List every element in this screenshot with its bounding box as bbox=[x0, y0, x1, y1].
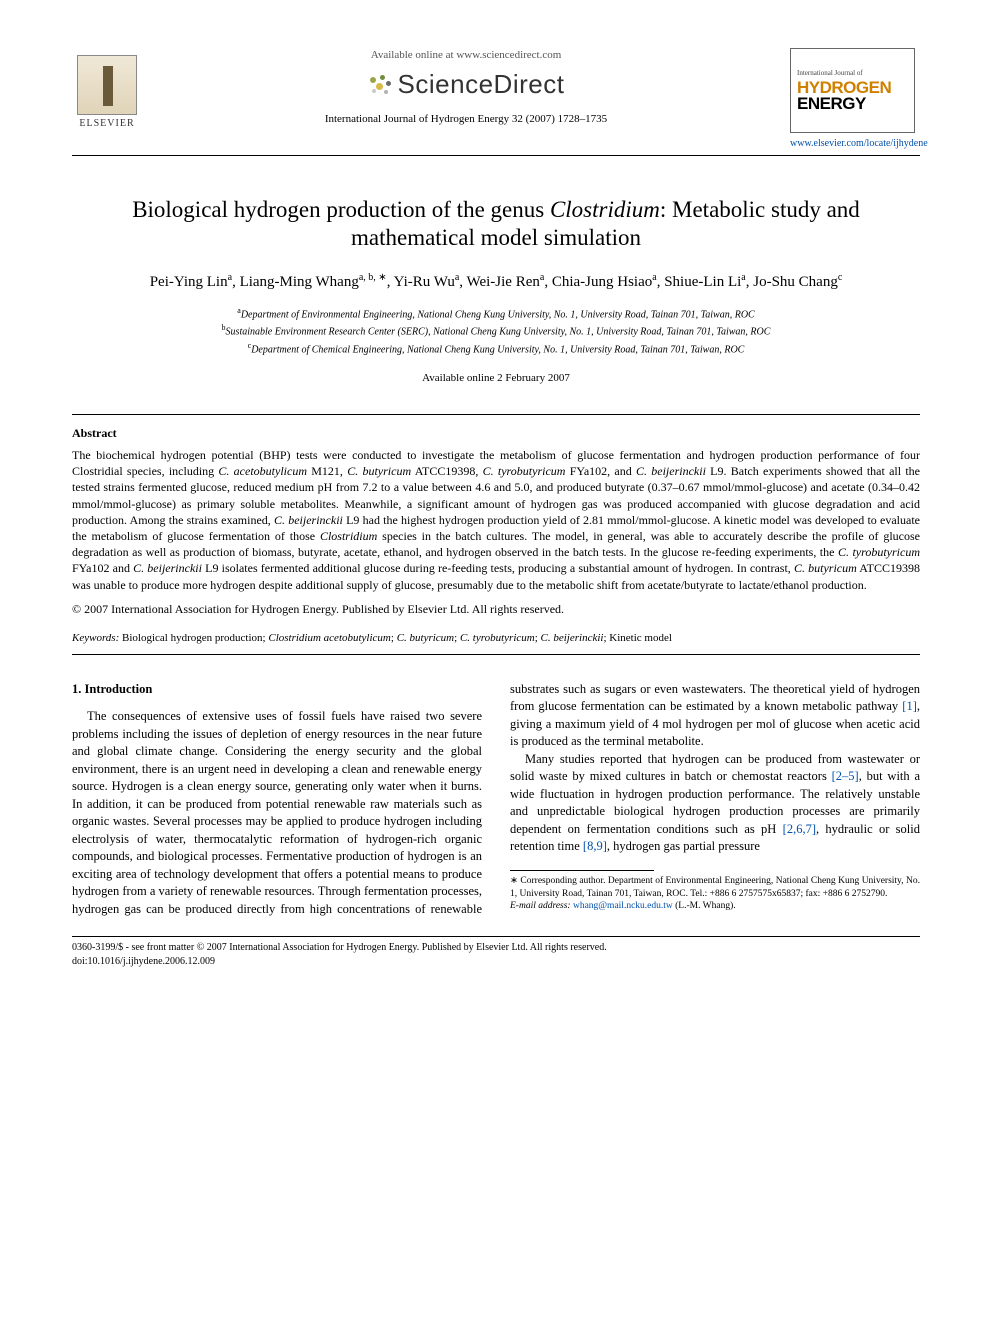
abstract-heading: Abstract bbox=[72, 425, 920, 441]
keywords-label: Keywords: bbox=[72, 632, 119, 644]
intro-para-2: Many studies reported that hydrogen can … bbox=[510, 751, 920, 856]
abstract-top-rule bbox=[72, 414, 920, 415]
keywords: Keywords: Biological hydrogen production… bbox=[72, 631, 920, 646]
footnote-block: ∗ Corresponding author. Department of En… bbox=[510, 870, 920, 913]
email-name: (L.-M. Whang). bbox=[673, 901, 736, 911]
title-pre: Biological hydrogen production of the ge… bbox=[132, 197, 550, 222]
footer-meta: 0360-3199/$ - see front matter © 2007 In… bbox=[72, 941, 920, 969]
cover-box: International Journal of HYDROGEN ENERGY bbox=[790, 48, 915, 133]
page-header: ELSEVIER Available online at www.science… bbox=[72, 48, 920, 151]
journal-reference: International Journal of Hydrogen Energy… bbox=[162, 112, 770, 127]
abstract-body: The biochemical hydrogen potential (BHP)… bbox=[72, 447, 920, 593]
footnote-rule bbox=[510, 870, 654, 871]
publication-date: Available online 2 February 2007 bbox=[72, 371, 920, 386]
article-title: Biological hydrogen production of the ge… bbox=[72, 196, 920, 254]
sciencedirect-text: ScienceDirect bbox=[398, 69, 565, 99]
body-columns: 1. Introduction The consequences of exte… bbox=[72, 681, 920, 919]
footnotes: ∗ Corresponding author. Department of En… bbox=[510, 875, 920, 913]
center-header: Available online at www.sciencedirect.co… bbox=[142, 48, 790, 127]
footer-rule bbox=[72, 936, 920, 937]
footer-line-2: doi:10.1016/j.ijhydene.2006.12.009 bbox=[72, 955, 920, 969]
journal-url[interactable]: www.elsevier.com/locate/ijhydene bbox=[790, 137, 920, 151]
elsevier-tree-icon bbox=[77, 55, 137, 115]
journal-cover: International Journal of HYDROGEN ENERGY… bbox=[790, 48, 920, 151]
affiliation-b: bSustainable Environment Research Center… bbox=[72, 322, 920, 339]
email-label: E-mail address: bbox=[510, 901, 571, 911]
affiliation-c: cDepartment of Chemical Engineering, Nat… bbox=[72, 340, 920, 357]
title-italic: Clostridium bbox=[550, 197, 660, 222]
cover-supertitle: International Journal of bbox=[797, 69, 908, 78]
available-online-text: Available online at www.sciencedirect.co… bbox=[162, 48, 770, 63]
authors: Pei-Ying Lina, Liang-Ming Whanga, b, ∗, … bbox=[72, 271, 920, 293]
affiliation-a: aDepartment of Environmental Engineering… bbox=[72, 305, 920, 322]
abstract-bottom-rule bbox=[72, 654, 920, 655]
corresponding-author-note: ∗ Corresponding author. Department of En… bbox=[510, 875, 920, 901]
sciencedirect-dots-icon bbox=[368, 75, 396, 97]
keywords-text: Biological hydrogen production; Clostrid… bbox=[119, 632, 672, 644]
section-heading-intro: 1. Introduction bbox=[72, 681, 482, 699]
elsevier-label: ELSEVIER bbox=[79, 117, 134, 131]
footer-line-1: 0360-3199/$ - see front matter © 2007 In… bbox=[72, 941, 920, 955]
header-rule bbox=[72, 155, 920, 156]
email-line: E-mail address: whang@mail.ncku.edu.tw (… bbox=[510, 900, 920, 913]
abstract-copyright: © 2007 International Association for Hyd… bbox=[72, 601, 920, 617]
elsevier-logo: ELSEVIER bbox=[72, 48, 142, 138]
email-link[interactable]: whang@mail.ncku.edu.tw bbox=[573, 901, 673, 911]
affiliations: aDepartment of Environmental Engineering… bbox=[72, 305, 920, 357]
cover-title-energy: ENERGY bbox=[797, 96, 908, 112]
sciencedirect-logo: ScienceDirect bbox=[162, 67, 770, 102]
